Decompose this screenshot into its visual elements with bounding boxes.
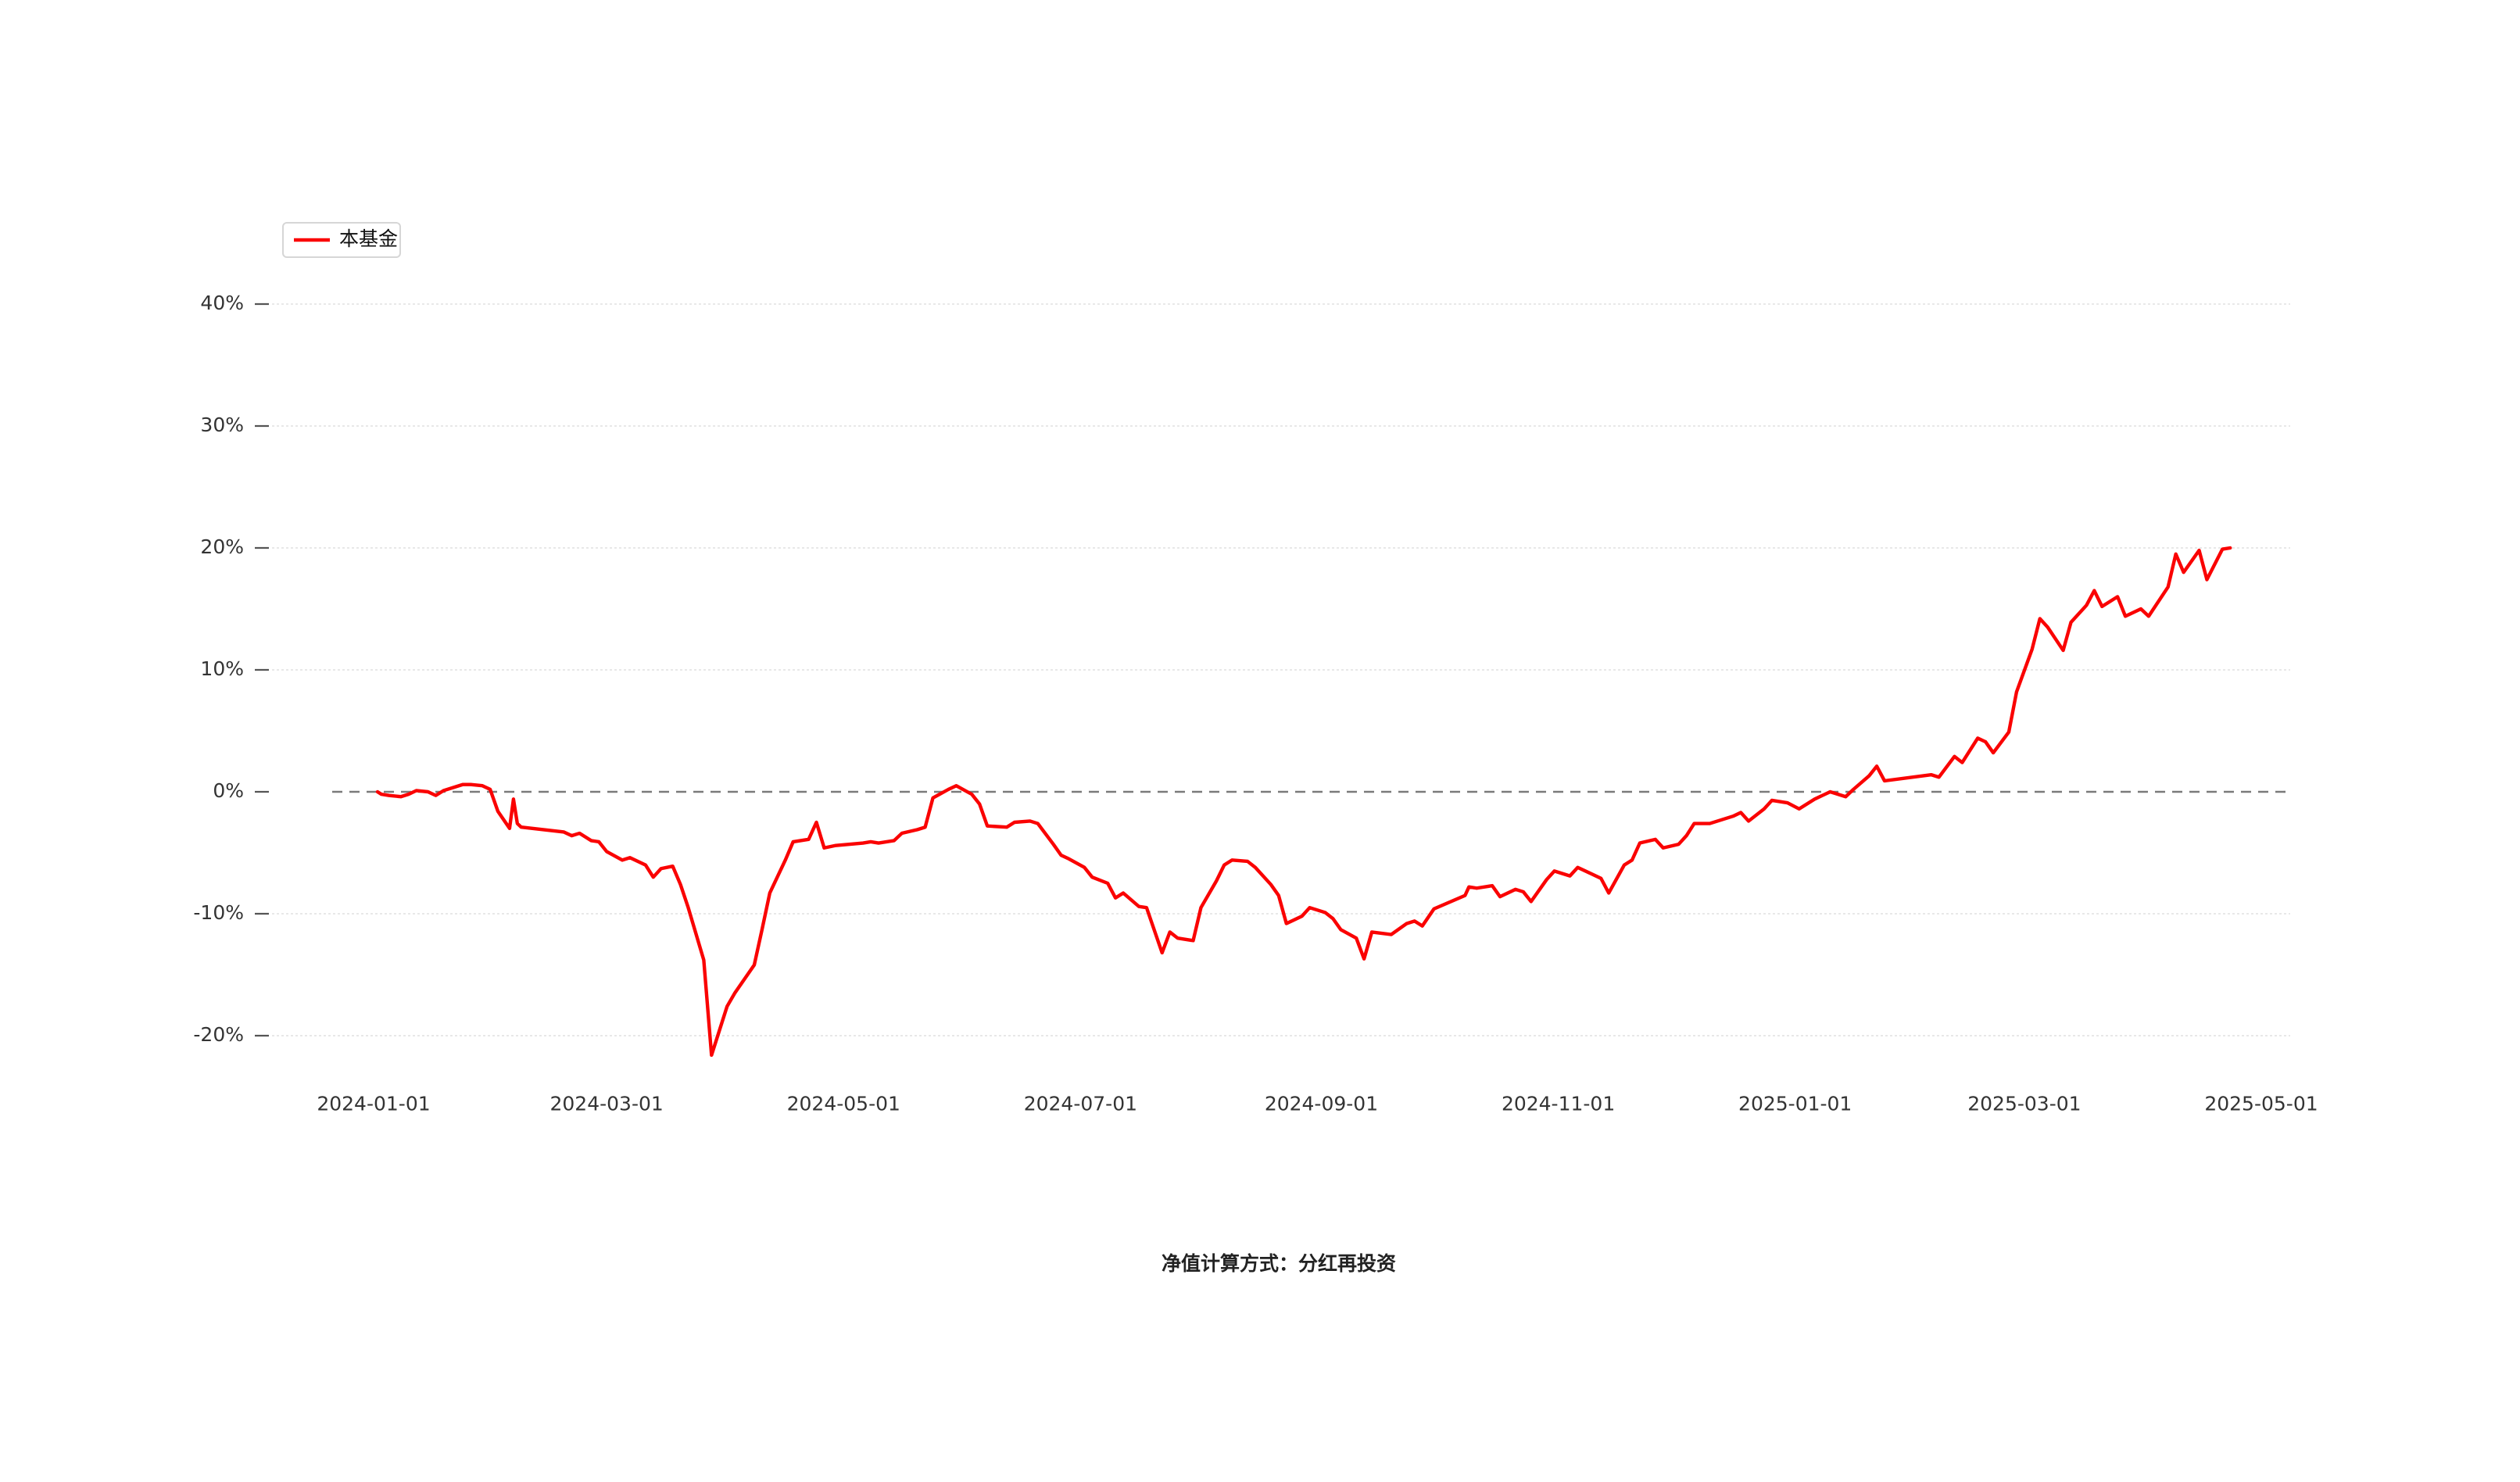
y-tick-label: 30%	[200, 413, 244, 436]
y-tick-label: 0%	[213, 779, 244, 802]
x-tick-label: 2024-05-01	[787, 1092, 900, 1115]
x-tick-label: 2024-03-01	[549, 1092, 663, 1115]
y-tick-label: 40%	[200, 292, 244, 314]
x-tick-label: 2025-01-01	[1738, 1092, 1852, 1115]
y-tick-label: 10%	[200, 657, 244, 680]
legend-box	[282, 222, 401, 258]
series-line-0	[375, 546, 2232, 1058]
chart-legend[interactable]: 本基金	[282, 222, 401, 258]
y-tick-label: 20%	[200, 535, 244, 558]
x-tick-label: 2024-01-01	[317, 1092, 430, 1115]
x-tick-label: 2024-07-01	[1024, 1092, 1137, 1115]
series-lines	[375, 546, 2232, 1058]
x-tick-label: 2025-05-01	[2204, 1092, 2318, 1115]
y-tick-label: -20%	[193, 1023, 244, 1046]
y-axis-ticks: 40% 30% 20% 10% 0% -10% -20%	[193, 292, 269, 1046]
x-tick-label: 2024-09-01	[1265, 1092, 1378, 1115]
x-tick-label: 2025-03-01	[1967, 1092, 2081, 1115]
x-tick-label: 2024-11-01	[1502, 1092, 1615, 1115]
x-axis-ticks: 2024-01-01 2024-03-01 2024-05-01 2024-07-01…	[317, 1092, 2318, 1115]
chart-caption: 净值计算方式：分红再投资	[1162, 1252, 1396, 1275]
legend-label[interactable]: 本基金	[339, 227, 398, 250]
y-tick-label: -10%	[193, 901, 244, 924]
gridlines	[272, 303, 2290, 1036]
